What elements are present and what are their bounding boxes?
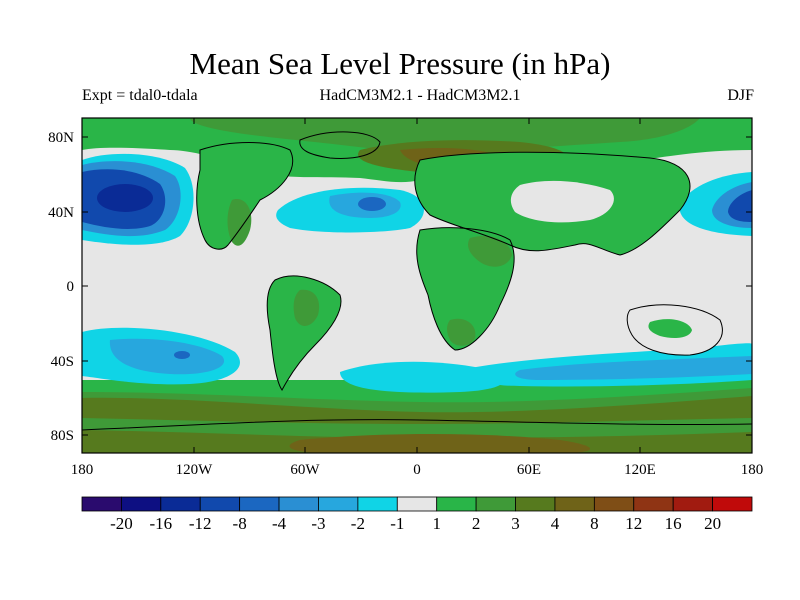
figure-title: Mean Sea Level Pressure (in hPa) (189, 46, 611, 81)
colorbar-label: 2 (472, 514, 481, 533)
colorbar-swatch (712, 496, 753, 512)
colorbar-swatch (672, 496, 713, 512)
southern-ocean-band-3 (82, 396, 752, 424)
colorbar: -20 -16 -12 -8 -4 -3 -2 -1 1 2 3 4 8 12 16 20 (81, 496, 753, 533)
colorbar-label: -8 (233, 514, 247, 533)
x-axis-labels: 180 120W 60W 0 60E 120E 180 (71, 462, 764, 478)
colorbar-label: -3 (311, 514, 325, 533)
colorbar-label: 4 (551, 514, 560, 533)
arabia-band (468, 235, 512, 267)
colorbar-label: 1 (432, 514, 441, 533)
model-label: HadCM3M2.1 - HadCM3M2.1 (319, 87, 521, 104)
pressure-field (82, 118, 752, 453)
colorbar-swatch (436, 496, 477, 512)
south-pacific-low-3 (174, 351, 190, 359)
north-pacific-low-4 (97, 184, 153, 212)
y-tick-label: 80N (48, 130, 74, 146)
colorbar-swatch (396, 496, 438, 512)
x-axis-ticks (193, 118, 641, 453)
colorbar-swatch (475, 496, 516, 512)
arctic-positive-2 (190, 118, 700, 152)
y-axis-ticks (82, 136, 752, 436)
x-tick-label: 120W (176, 462, 214, 478)
x-tick-label: 180 (741, 462, 764, 478)
north-atlantic-low-3 (358, 197, 386, 211)
x-tick-label: 180 (71, 462, 94, 478)
south-pacific-low-2 (109, 338, 225, 375)
australia-band (648, 319, 692, 338)
colorbar-swatch (593, 496, 635, 512)
colorbar-swatch (239, 496, 280, 512)
colorbar-label: -12 (189, 514, 212, 533)
colorbar-swatch (278, 496, 319, 512)
y-tick-label: 40N (48, 205, 74, 221)
south-indian-low-2 (515, 356, 752, 380)
x-tick-label: 0 (413, 462, 421, 478)
y-tick-label: 40S (51, 354, 74, 370)
colorbar-label: 8 (590, 514, 599, 533)
season-label: DJF (727, 87, 754, 104)
colorbar-label: 12 (625, 514, 642, 533)
y-tick-label: 0 (67, 279, 75, 295)
colorbar-label: -2 (351, 514, 365, 533)
colorbar-label: -1 (390, 514, 404, 533)
north-pacific-low-east-3 (728, 190, 752, 222)
coastlines (82, 131, 752, 431)
colorbar-label: 16 (665, 514, 682, 533)
colorbar-swatch (318, 496, 359, 512)
experiment-label: Expt = tdal0-tdala (82, 87, 198, 104)
colorbar-swatch (554, 496, 595, 512)
colorbar-swatch (81, 496, 122, 512)
colorbar-label: -4 (272, 514, 287, 533)
north-america-band (227, 199, 252, 246)
north-america-land (196, 142, 293, 250)
colorbar-swatch (357, 496, 398, 512)
colorbar-label: -16 (149, 514, 172, 533)
south-atlantic-low (340, 361, 505, 393)
x-tick-label: 60E (517, 462, 541, 478)
y-tick-label: 80S (51, 428, 74, 444)
colorbar-swatch (633, 496, 674, 512)
southern-africa-band (447, 318, 476, 346)
south-america-land (267, 275, 341, 390)
colorbar-label: 3 (511, 514, 520, 533)
south-america-band (293, 289, 320, 326)
asia-neutral-patch (510, 180, 614, 223)
colorbar-swatch (199, 496, 241, 512)
y-axis-labels: 80N 40N 0 40S 80S (48, 130, 74, 444)
colorbar-swatch (121, 496, 162, 512)
colorbar-swatch (160, 496, 201, 512)
colorbar-label: 20 (704, 514, 721, 533)
antarctic-band-4 (289, 434, 590, 453)
x-tick-label: 60W (290, 462, 320, 478)
colorbar-swatch (515, 496, 556, 512)
colorbar-label: -20 (110, 514, 133, 533)
x-tick-label: 120E (624, 462, 656, 478)
